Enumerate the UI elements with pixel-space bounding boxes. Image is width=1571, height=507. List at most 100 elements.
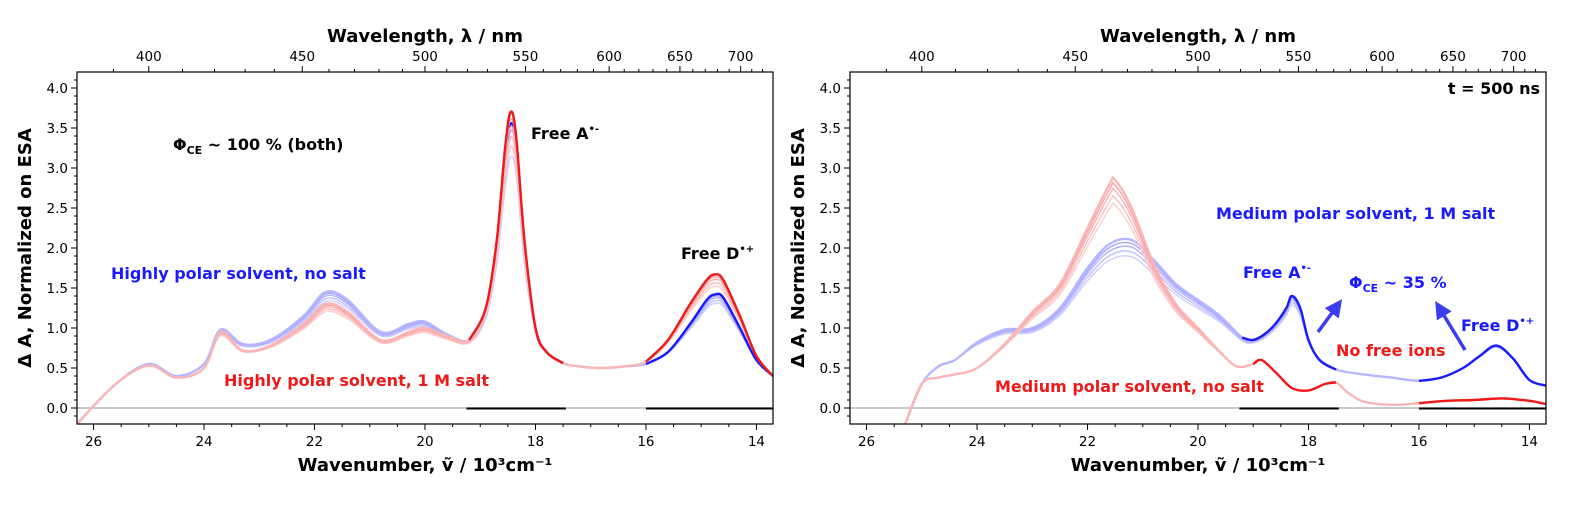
y-tick-label-2.5: 2.5 <box>820 201 841 217</box>
series-1-window-0 <box>1252 358 1337 392</box>
free-cation-label-part: Free D <box>681 244 739 263</box>
x-axis-label: Wavenumber, ṽ / 10³cm⁻¹ <box>1071 455 1326 476</box>
x-tick-label-18: 18 <box>527 434 544 450</box>
x-tick-label-22: 22 <box>306 434 323 450</box>
x-tick-label-18: 18 <box>1300 434 1317 450</box>
x2-tick-label-700: 700 <box>728 49 754 65</box>
plot-area <box>904 176 1546 424</box>
legend-no-salt: Medium polar solvent, no salt <box>995 377 1264 396</box>
free-anion-label-part: Free A <box>1243 263 1301 282</box>
free-anion-label-part: Free A <box>531 124 589 143</box>
plot-frame <box>849 71 1547 425</box>
x2-tick-label-600: 600 <box>596 49 622 65</box>
free-cation-label: Free D•+ <box>681 244 754 263</box>
series-0-line <box>904 237 1546 424</box>
arrow-to-free-anion <box>1316 299 1343 334</box>
no-free-ions-label: No free ions <box>1336 341 1445 360</box>
x-tick-label-20: 20 <box>416 434 433 450</box>
phi-ce-label: ΦCE ~ 35 % <box>1349 273 1447 295</box>
arrow-to-free-cation <box>1435 301 1467 351</box>
x2-tick-label-450: 450 <box>289 49 315 65</box>
free-anion-label-part: •- <box>1300 263 1311 274</box>
y-tick-label-3.5: 3.5 <box>47 121 68 137</box>
phi-ce-label-part: Φ <box>173 135 187 154</box>
legend-no-salt: Highly polar solvent, no salt <box>111 264 366 283</box>
x-tick-label-16: 16 <box>1410 434 1427 450</box>
series-1-window-1 <box>645 273 773 377</box>
free-cation-label-part: •+ <box>1519 316 1534 327</box>
no-free-ions-label-part: No free ions <box>1336 341 1445 360</box>
y-tick-label-2.5: 2.5 <box>47 201 68 217</box>
free-cation-label-part: •+ <box>739 244 754 255</box>
x-tick-label-20: 20 <box>1189 434 1206 450</box>
x-tick-label-22: 22 <box>1079 434 1096 450</box>
y-tick-label-1.0: 1.0 <box>820 321 841 337</box>
series-0-trace-0 <box>904 255 1546 424</box>
x-tick-label-26: 26 <box>85 434 102 450</box>
y-tick-label-1.5: 1.5 <box>47 281 68 297</box>
x-axis-label: Wavenumber, ṽ / 10³cm⁻¹ <box>298 455 553 476</box>
series-1-window-1 <box>1418 397 1546 406</box>
free-anion-label: Free A•- <box>531 124 599 143</box>
legend-1m-salt: Medium polar solvent, 1 M salt <box>1216 204 1496 223</box>
x2-axis-label: Wavelength, λ / nm <box>327 26 523 47</box>
y-tick-label-3.5: 3.5 <box>820 121 841 137</box>
x-tick-label-14: 14 <box>1521 434 1538 450</box>
plot-area <box>77 110 773 424</box>
legend-1m-salt: Highly polar solvent, 1 M salt <box>224 371 489 390</box>
phi-ce-label-part: CE <box>1363 282 1379 295</box>
x-tick-label-24: 24 <box>195 434 212 450</box>
y-tick-label-1.0: 1.0 <box>47 321 68 337</box>
series-0-window-1 <box>1418 344 1546 387</box>
series-0-window-1 <box>645 292 773 377</box>
y-tick-label-4.0: 4.0 <box>820 81 841 97</box>
x2-tick-label-700: 700 <box>1501 49 1527 65</box>
x2-tick-label-500: 500 <box>1185 49 1211 65</box>
x-tick-label-14: 14 <box>748 434 765 450</box>
phi-ce-label-part: CE <box>187 144 203 157</box>
series-1-window-0 <box>468 110 564 365</box>
x-tick-label-16: 16 <box>637 434 654 450</box>
y-axis-label: Δ A, Normalized on ESA <box>15 128 36 368</box>
phi-ce-label-part: ~ 35 % <box>1378 273 1446 292</box>
y-axis-label: Δ A, Normalized on ESA <box>788 128 809 368</box>
y-tick-label-0.5: 0.5 <box>820 361 841 377</box>
chart-panel-right: 26 24 22 20 18 16 14 400 450 500 550 600 650 700 0.0 0.… <box>788 26 1547 476</box>
legend-no-salt-part: Medium polar solvent, no salt <box>995 377 1264 396</box>
y-tick-label-3.0: 3.0 <box>820 161 841 177</box>
chart-panel-left: 26 24 22 20 18 16 14 400 450 500 550 600 650 700 0.0 0.… <box>15 26 774 476</box>
legend-no-salt-part: Highly polar solvent, no salt <box>111 264 366 283</box>
time-label: t = 500 ns <box>1448 79 1540 98</box>
y-tick-label-4.0: 4.0 <box>47 81 68 97</box>
y-tick-label-0.0: 0.0 <box>47 401 68 417</box>
y-tick-label-3.0: 3.0 <box>47 161 68 177</box>
x2-tick-label-650: 650 <box>1440 49 1466 65</box>
x2-tick-label-550: 550 <box>1286 49 1312 65</box>
x-tick-label-24: 24 <box>968 434 985 450</box>
legend-1m-salt-part: Highly polar solvent, 1 M salt <box>224 371 489 390</box>
x2-tick-label-400: 400 <box>909 49 935 65</box>
x2-tick-label-500: 500 <box>412 49 438 65</box>
series-1-line <box>904 176 1546 424</box>
y-tick-label-2.0: 2.0 <box>820 241 841 257</box>
y-tick-label-0.0: 0.0 <box>820 401 841 417</box>
y-tick-label-0.5: 0.5 <box>47 361 68 377</box>
x2-tick-label-650: 650 <box>667 49 693 65</box>
series-0-trace-1 <box>904 250 1546 424</box>
free-cation-label: Free D•+ <box>1461 316 1534 335</box>
y-tick-label-1.5: 1.5 <box>820 281 841 297</box>
phi-ce-label-part: ~ 100 % (both) <box>202 135 343 154</box>
x2-axis-label: Wavelength, λ / nm <box>1100 26 1296 47</box>
free-cation-label-part: Free D <box>1461 316 1519 335</box>
x2-tick-label-450: 450 <box>1062 49 1088 65</box>
x2-tick-label-400: 400 <box>136 49 162 65</box>
legend-1m-salt-part: Medium polar solvent, 1 M salt <box>1216 204 1496 223</box>
phi-ce-label-part: Φ <box>1349 273 1363 292</box>
y-tick-label-2.0: 2.0 <box>47 241 68 257</box>
phi-ce-label: ΦCE ~ 100 % (both) <box>173 135 343 157</box>
x2-tick-label-550: 550 <box>513 49 539 65</box>
free-anion-label-part: •- <box>588 124 599 135</box>
x2-tick-label-600: 600 <box>1369 49 1395 65</box>
